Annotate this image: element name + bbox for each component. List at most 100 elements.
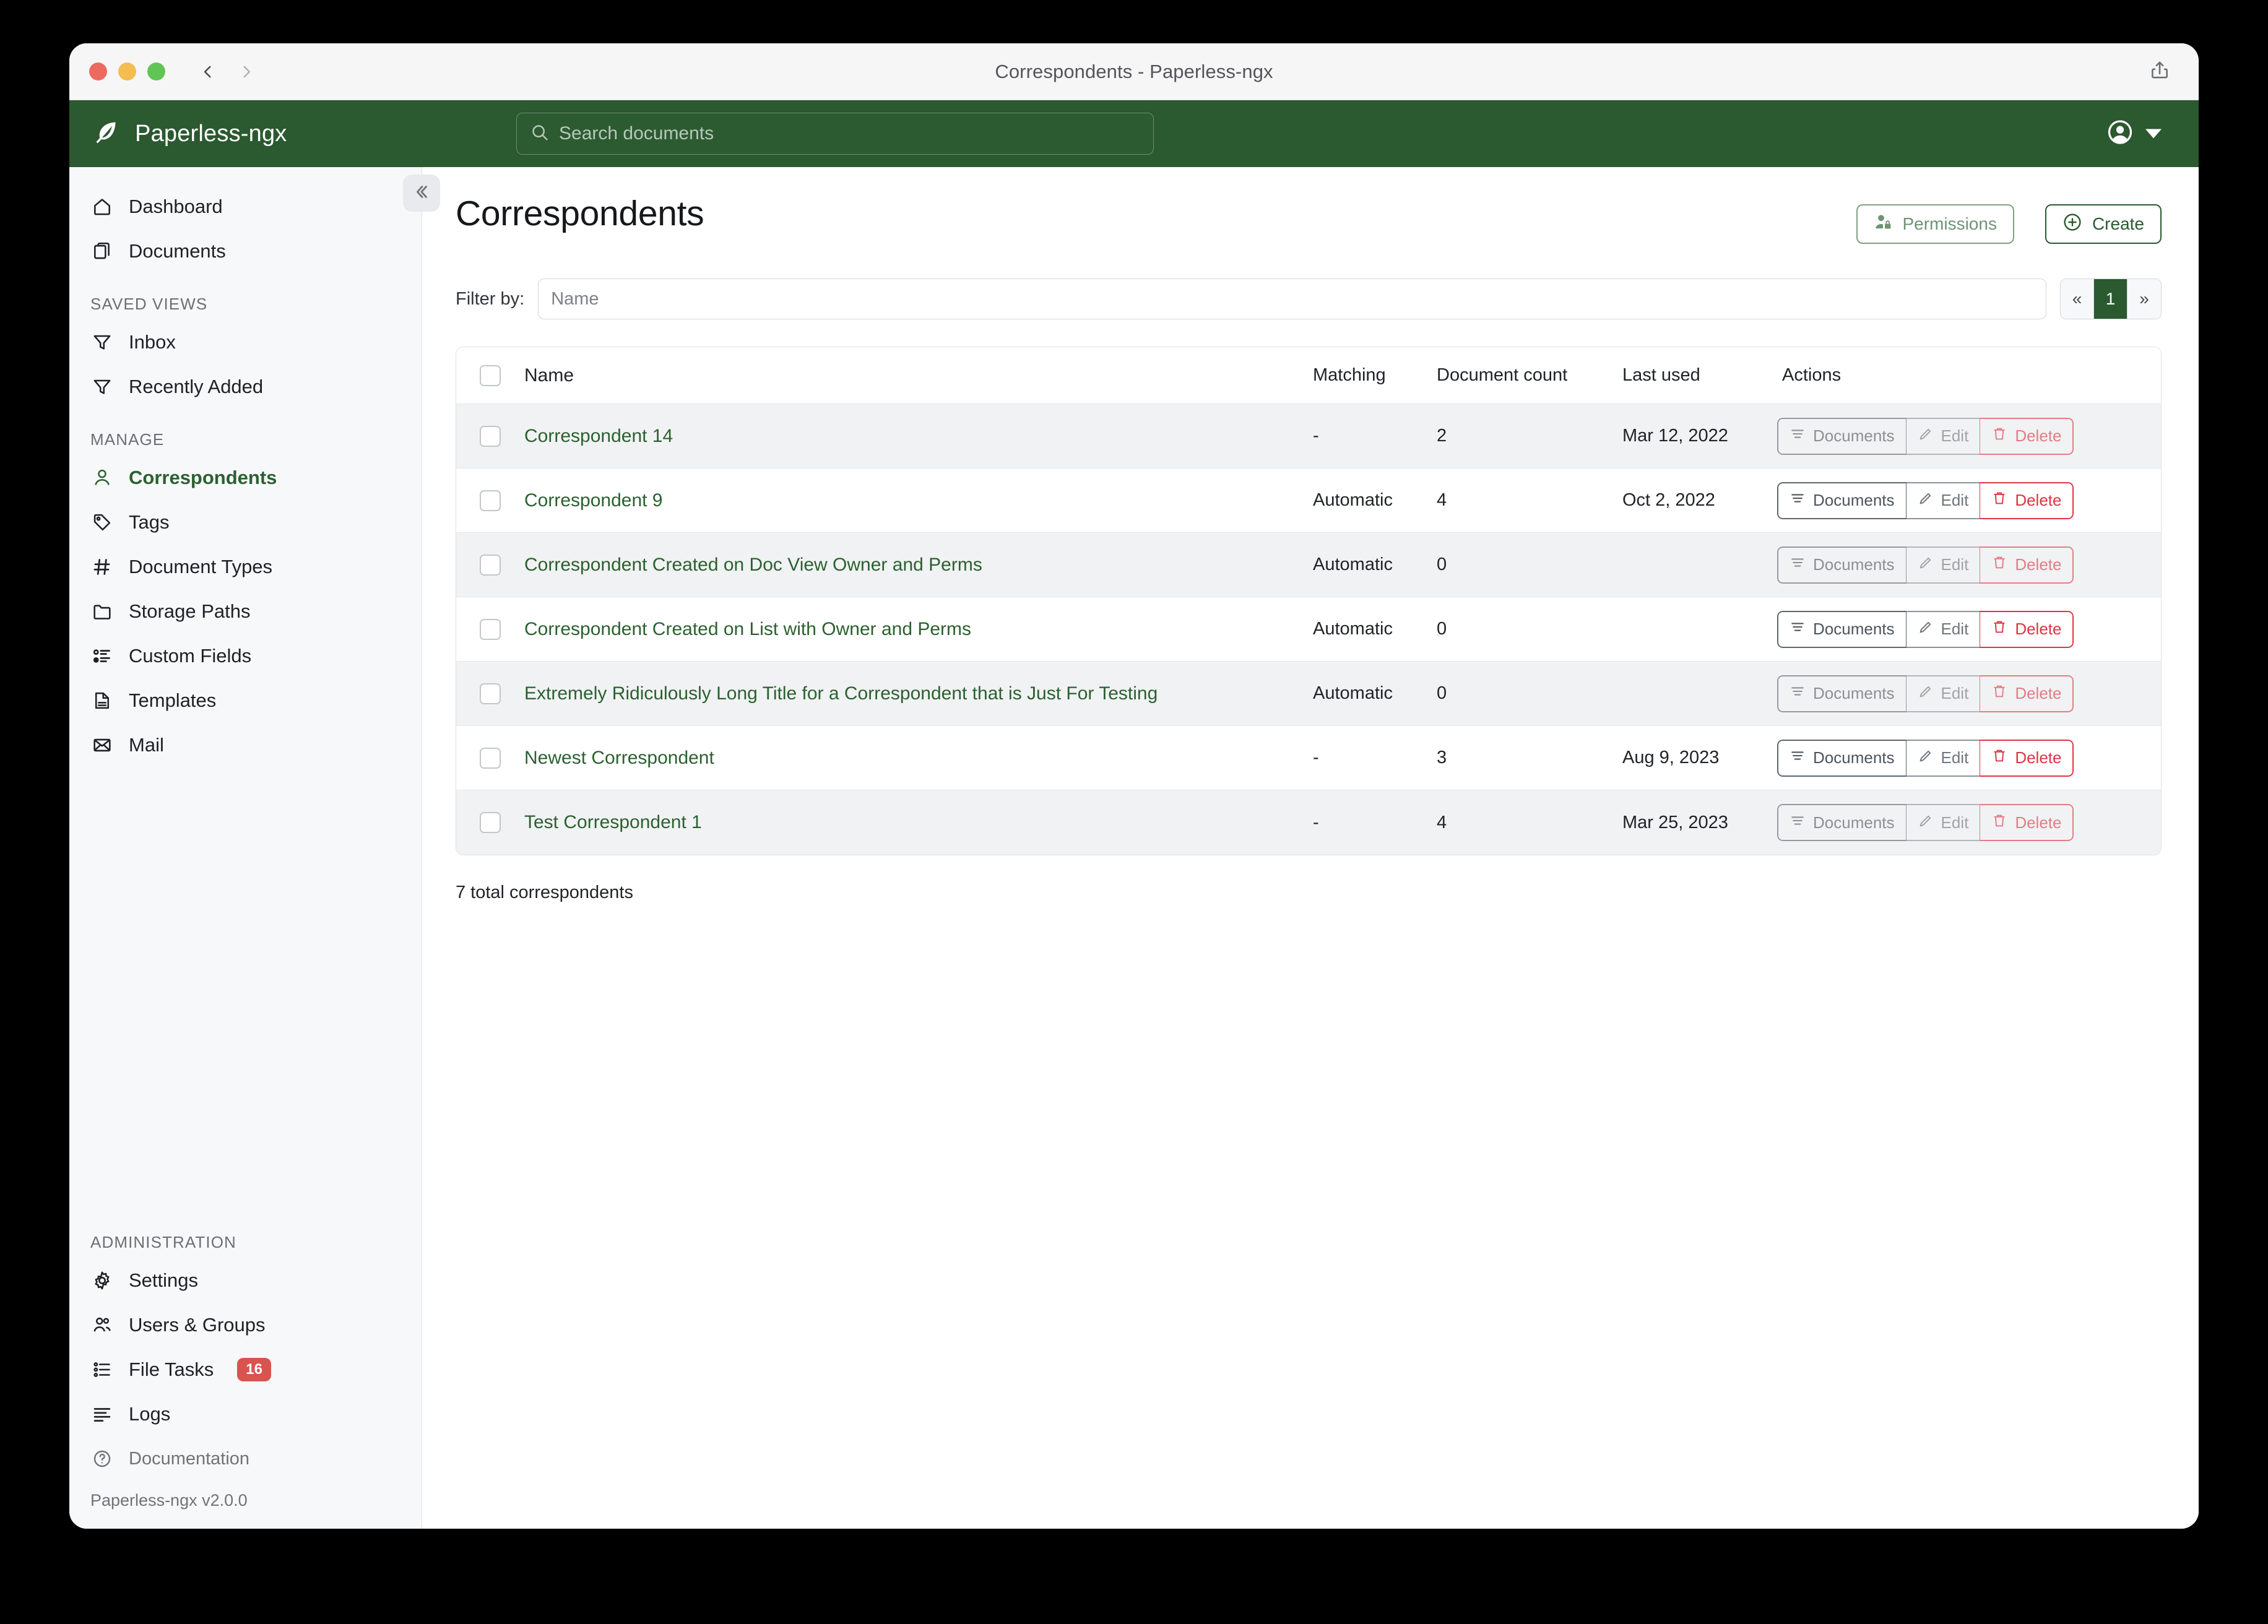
pagination-prev[interactable]: « [2061, 279, 2094, 319]
correspondent-name-link[interactable]: Extremely Ridiculously Long Title for a … [524, 683, 1158, 704]
edit-button[interactable]: Edit [1906, 675, 1980, 712]
sidebar-item-label: Users & Groups [129, 1314, 266, 1336]
chevron-right-icon[interactable] [238, 64, 254, 80]
edit-button[interactable]: Edit [1906, 482, 1980, 519]
delete-button[interactable]: Delete [1980, 417, 2074, 455]
sidebar-item-label: Recently Added [129, 376, 264, 397]
sidebar-item-templates[interactable]: Templates [69, 678, 422, 723]
pagination-next[interactable]: » [2127, 279, 2161, 319]
correspondent-name-link[interactable]: Test Correspondent 1 [524, 812, 702, 832]
sidebar-item-custom-fields[interactable]: Custom Fields [69, 634, 422, 678]
document-count-value: 0 [1437, 619, 1447, 639]
correspondent-name-link[interactable]: Correspondent 14 [524, 425, 673, 446]
brand[interactable]: Paperless-ngx [93, 119, 402, 149]
documents-button[interactable]: Documents [1777, 417, 1907, 455]
nav-arrows [200, 64, 254, 80]
list-icon [1790, 813, 1806, 833]
row-checkbox[interactable] [480, 747, 501, 769]
correspondent-name-link[interactable]: Correspondent 9 [524, 490, 663, 511]
column-header-document-count[interactable]: Document count [1437, 365, 1568, 385]
filter-row: Filter by: Name « 1 » [456, 279, 2162, 319]
row-checkbox[interactable] [480, 618, 501, 640]
sidebar-item-documentation[interactable]: Documentation [69, 1436, 422, 1481]
row-checkbox[interactable] [480, 490, 501, 511]
sidebar-item-logs[interactable]: Logs [69, 1392, 422, 1436]
row-checkbox[interactable] [480, 683, 501, 704]
row-checkbox[interactable] [480, 554, 501, 576]
permissions-button[interactable]: Permissions [1856, 204, 2014, 244]
sidebar-item-recently-added[interactable]: Recently Added [69, 365, 422, 409]
delete-button[interactable]: Delete [1980, 546, 2074, 584]
sidebar-item-file-tasks[interactable]: File Tasks 16 [69, 1347, 422, 1392]
delete-button[interactable]: Delete [1980, 482, 2074, 519]
delete-button[interactable]: Delete [1980, 610, 2074, 648]
table-row: Test Correspondent 1 - 4 Mar 25, 2023 Do… [456, 790, 2161, 855]
row-select-cell [456, 490, 524, 511]
sidebar-item-label: Mail [129, 734, 164, 756]
row-checkbox[interactable] [480, 812, 501, 833]
select-all-checkbox[interactable] [480, 365, 501, 386]
search-input[interactable]: Search documents [516, 113, 1154, 155]
person-lock-icon [1874, 213, 1892, 236]
delete-button[interactable]: Delete [1980, 739, 2074, 777]
list-icon [1790, 619, 1806, 639]
pagination-page-1[interactable]: 1 [2094, 279, 2127, 319]
correspondent-name-link[interactable]: Newest Correspondent [524, 747, 714, 768]
last-used-value: Oct 2, 2022 [1622, 490, 1715, 510]
sidebar-item-inbox[interactable]: Inbox [69, 320, 422, 365]
edit-button[interactable]: Edit [1906, 739, 1980, 777]
row-select-cell [456, 425, 524, 447]
edit-button[interactable]: Edit [1906, 546, 1980, 584]
row-checkbox[interactable] [480, 425, 501, 447]
pagination: « 1 » [2060, 279, 2162, 319]
share-icon[interactable] [2149, 59, 2170, 84]
column-header-matching[interactable]: Matching [1313, 365, 1386, 385]
edit-label: Edit [1941, 813, 1969, 832]
list-icon [1790, 683, 1806, 704]
sidebar-item-label: Dashboard [129, 196, 223, 217]
delete-button[interactable]: Delete [1980, 675, 2074, 712]
documents-button[interactable]: Documents [1777, 546, 1907, 584]
documents-button[interactable]: Documents [1777, 739, 1907, 777]
column-header-last-used[interactable]: Last used [1622, 365, 1700, 385]
close-button[interactable] [89, 63, 107, 80]
sidebar-item-mail[interactable]: Mail [69, 723, 422, 767]
filter-input[interactable]: Name [538, 279, 2046, 319]
sidebar-item-users-groups[interactable]: Users & Groups [69, 1303, 422, 1347]
brand-name: Paperless-ngx [135, 120, 287, 147]
trash-icon [1991, 683, 2007, 704]
minimize-button[interactable] [118, 63, 136, 80]
documents-button[interactable]: Documents [1777, 675, 1907, 712]
correspondent-name-link[interactable]: Correspondent Created on Doc View Owner … [524, 554, 982, 575]
row-select-cell [456, 554, 524, 576]
sidebar-item-storage-paths[interactable]: Storage Paths [69, 589, 422, 634]
edit-button[interactable]: Edit [1906, 610, 1980, 648]
sidebar-collapse-button[interactable] [403, 175, 440, 212]
user-menu[interactable] [2106, 118, 2162, 150]
sidebar-section-title: ADMINISTRATION [90, 1233, 236, 1251]
delete-label: Delete [2015, 491, 2062, 509]
sidebar-item-document-types[interactable]: Document Types [69, 545, 422, 589]
row-actions: Documents Edit Delete [1777, 546, 2074, 584]
column-header-name[interactable]: Name [524, 365, 574, 386]
sidebar-item-settings[interactable]: Settings [69, 1258, 422, 1303]
chevron-left-icon[interactable] [200, 64, 216, 80]
maximize-button[interactable] [147, 63, 165, 80]
document-count-value: 4 [1437, 812, 1447, 832]
delete-button[interactable]: Delete [1980, 804, 2074, 841]
documents-button[interactable]: Documents [1777, 804, 1907, 841]
question-circle-icon [90, 1447, 114, 1471]
documents-button[interactable]: Documents [1777, 482, 1907, 519]
app-body: Dashboard Documents SAVED VIEWS Inbox [69, 167, 2199, 1529]
edit-button[interactable]: Edit [1906, 417, 1980, 455]
correspondent-name-link[interactable]: Correspondent Created on List with Owner… [524, 618, 972, 639]
sidebar-item-correspondents[interactable]: Correspondents [69, 456, 422, 500]
sidebar-item-dashboard[interactable]: Dashboard [69, 184, 422, 229]
edit-button[interactable]: Edit [1906, 804, 1980, 841]
sidebar-item-documents[interactable]: Documents [69, 229, 422, 274]
edit-label: Edit [1941, 748, 1969, 767]
row-actions-cell: Documents Edit Delete [1777, 417, 2161, 455]
create-button[interactable]: Create [2045, 204, 2162, 244]
sidebar-item-tags[interactable]: Tags [69, 500, 422, 545]
documents-button[interactable]: Documents [1777, 610, 1907, 648]
